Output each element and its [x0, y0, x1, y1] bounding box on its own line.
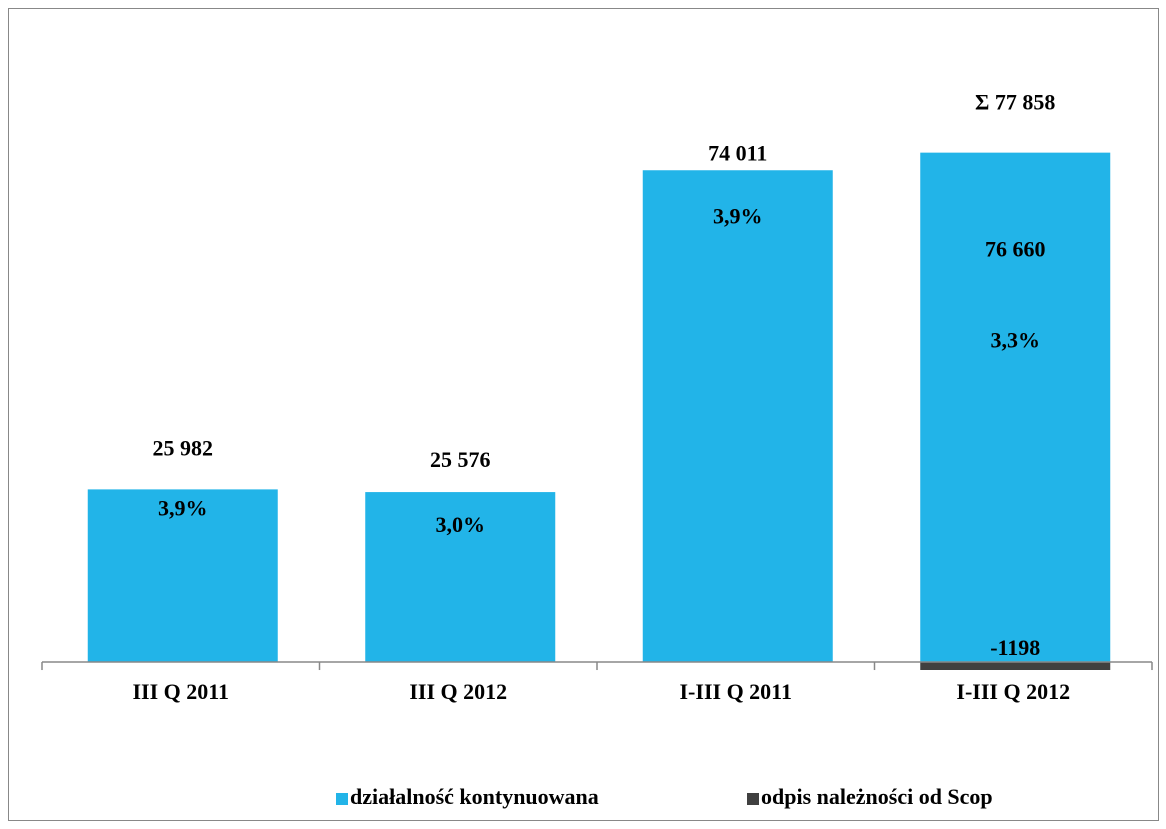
- value-label: -1198: [990, 635, 1040, 660]
- percent-label: 3,9%: [158, 495, 208, 520]
- bar: [642, 170, 833, 663]
- x-tick-label: I-III Q 2012: [956, 679, 1070, 704]
- legend-swatch: [336, 793, 348, 805]
- value-label: 74 011: [708, 140, 767, 165]
- bar: [920, 152, 1111, 663]
- value-label: 25 576: [430, 447, 491, 472]
- value-label: 25 982: [153, 435, 214, 460]
- bar: [920, 662, 1111, 670]
- bar: [87, 489, 278, 663]
- legend-swatch: [747, 793, 759, 805]
- x-tick-label: I-III Q 2011: [680, 679, 792, 704]
- legend-label: działalność kontynuowana: [350, 784, 599, 809]
- x-tick-label: III Q 2011: [132, 679, 229, 704]
- percent-label: 3,3%: [991, 328, 1041, 353]
- percent-label: 3,0%: [436, 512, 486, 537]
- bar: [365, 492, 556, 663]
- percent-label: 3,9%: [713, 203, 763, 228]
- value-label: 76 660: [985, 237, 1046, 262]
- legend-label: odpis należności od Scop: [761, 784, 993, 809]
- total-label: Σ 77 858: [975, 90, 1055, 115]
- x-tick-label: III Q 2012: [409, 679, 507, 704]
